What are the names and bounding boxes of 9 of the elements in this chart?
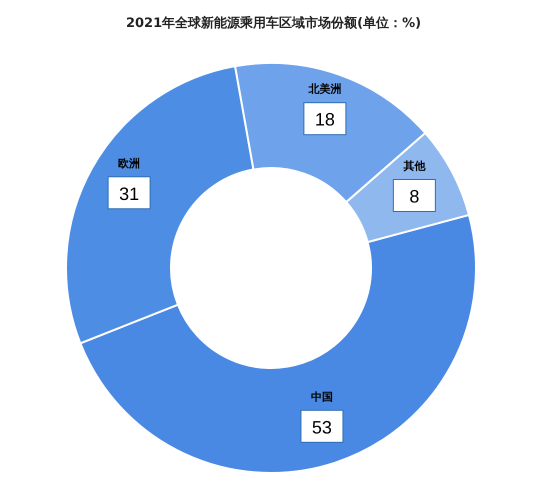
slice-label: 北美洲 xyxy=(307,82,342,96)
slice-label: 欧洲 xyxy=(118,156,140,170)
data-label: 31 xyxy=(119,184,140,204)
slice-label: 中国 xyxy=(310,390,333,404)
chart-title: 2021年全球新能源乘用车区域市场份额(单位：%) xyxy=(124,14,422,32)
data-label: 8 xyxy=(409,186,420,206)
data-label: 53 xyxy=(312,417,332,438)
data-label: 18 xyxy=(314,110,335,130)
slice-label: 其他 xyxy=(402,159,426,172)
